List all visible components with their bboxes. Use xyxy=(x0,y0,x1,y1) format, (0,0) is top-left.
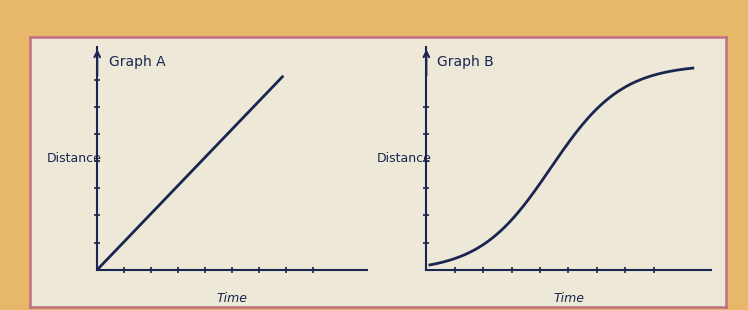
Text: Time: Time xyxy=(553,292,584,305)
Text: Time: Time xyxy=(216,292,248,305)
Text: Graph A: Graph A xyxy=(109,55,165,69)
Text: Distance: Distance xyxy=(376,152,432,165)
Text: Distance: Distance xyxy=(47,152,102,165)
Text: Graph B: Graph B xyxy=(437,55,494,69)
